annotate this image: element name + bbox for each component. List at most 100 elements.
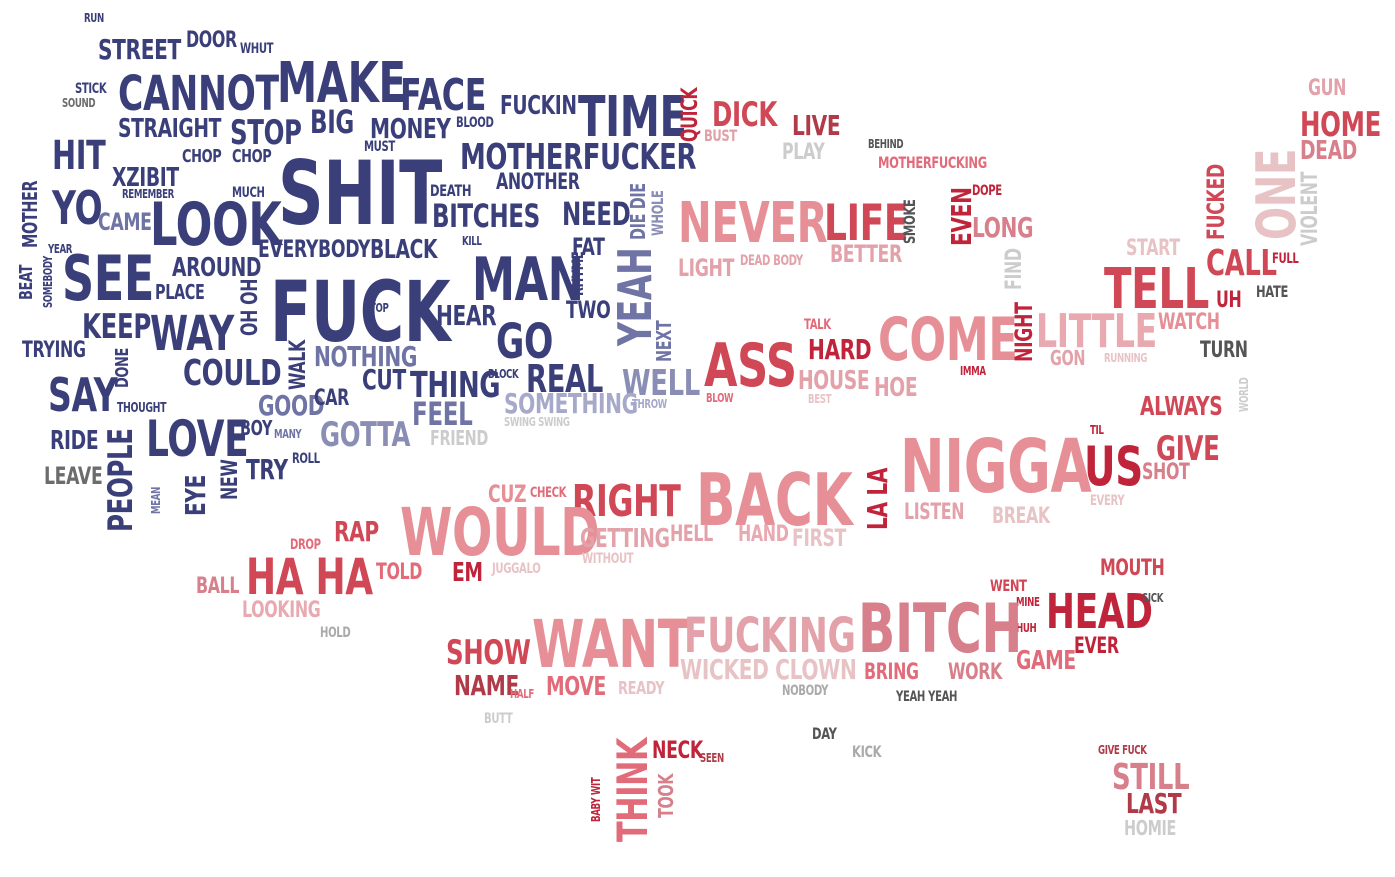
word-call: CALL (1206, 243, 1277, 284)
word-turn: TURN (1200, 338, 1248, 363)
word-real: REAL (526, 357, 603, 401)
word-mother: MOTHER (18, 180, 42, 248)
word-well: WELL (622, 363, 700, 404)
word-house: HOUSE (798, 366, 870, 396)
word-feel: FEEL (412, 395, 473, 433)
word-ball: BALL (196, 574, 240, 599)
word-half: HALF (510, 687, 534, 701)
word-find: FIND (1002, 248, 1027, 290)
word-life: LIFE (824, 194, 909, 252)
word-name: NAME (454, 669, 519, 702)
word-motherfucking: MOTHERFUCKING (878, 153, 987, 172)
word-getting: GETTING (580, 524, 670, 554)
word-seen: SEEN (700, 751, 724, 765)
word-til: TIL (1090, 423, 1104, 437)
word-door: DOOR (186, 28, 237, 53)
word-chop: CHOP (182, 146, 222, 167)
word-try: TRY (246, 453, 288, 486)
word-check: CHECK (530, 485, 567, 501)
word-whut: WHUT (240, 41, 274, 57)
word-new: NEW (218, 459, 243, 500)
word-em: EM (452, 558, 483, 588)
word-blood: BLOOD (456, 115, 494, 131)
word-swing-swing: SWING SWING (504, 415, 570, 429)
word-listen: LISTEN (904, 500, 965, 525)
word-another: ANOTHER (496, 170, 580, 195)
word-sick: SICK (1142, 591, 1164, 605)
word-last: LAST (1126, 787, 1182, 820)
word-nobody: NOBODY (782, 683, 829, 699)
word-hell: HELL (670, 522, 713, 547)
word-wicked-clown: WICKED CLOWN (680, 653, 857, 686)
word-baby-wit: BABY WIT (589, 777, 603, 822)
word-went: WENT (990, 576, 1027, 595)
word-want: WANT (532, 606, 690, 683)
word-smoke: SMOKE (900, 199, 919, 244)
word-dead-body: DEAD BODY (740, 253, 803, 269)
word-walk: WALK (286, 340, 311, 390)
word-love: LOVE (146, 410, 249, 468)
word-watch: WATCH (1158, 310, 1220, 335)
word-hand: HAND (738, 522, 789, 547)
word-bring: BRING (864, 660, 919, 685)
word-better: BETTER (830, 240, 902, 268)
word-black: BLACK (370, 235, 438, 265)
word-give: GIVE (1156, 429, 1220, 469)
word-think: THINK (608, 737, 657, 842)
word-la-la: LA LA (861, 467, 894, 530)
word-gon: GON (1050, 346, 1086, 370)
word-ass: ASS (704, 331, 797, 401)
word-long: LONG (972, 211, 1034, 244)
word-quick: QUICK (678, 87, 703, 142)
word-drop: DROP (290, 537, 321, 553)
word-next: NEXT (652, 320, 676, 362)
word-violent: VIOLENT (1298, 171, 1323, 246)
word-break: BREAK (992, 504, 1050, 529)
word-go: GO (496, 314, 554, 370)
word-running: RUNNING (1104, 351, 1148, 365)
word-many: MANY (274, 427, 302, 441)
word-mean: MEAN (149, 487, 163, 514)
word-look: LOOK (150, 190, 282, 260)
word-bust: BUST (704, 126, 737, 145)
word-best: BEST (808, 392, 832, 406)
word-ready: READY (618, 678, 665, 699)
word-face: FACE (400, 70, 486, 121)
word-cuz: CUZ (488, 480, 527, 508)
word-something: SOMETHING (504, 387, 638, 420)
word-butt: BUTT (484, 711, 513, 727)
word-head: HEAD (1046, 584, 1153, 640)
word-start: START (1126, 236, 1180, 261)
word-make: MAKE (277, 51, 406, 116)
word-keep: KEEP (82, 307, 151, 347)
word-good: GOOD (258, 389, 325, 422)
word-death: DEATH (430, 181, 472, 200)
word-two: TWO (566, 296, 611, 324)
word-mouth: MOUTH (1100, 556, 1165, 581)
word-still: STILL (1112, 757, 1190, 798)
word-beat: BEAT (16, 264, 37, 300)
word-hard: HARD (808, 333, 872, 366)
word-world: WORLD (1237, 377, 1251, 412)
word-night: NIGHT (1010, 302, 1038, 362)
word-see: SEE (62, 242, 155, 315)
word-hold: HOLD (320, 625, 351, 641)
word-without: WITHOUT (582, 551, 634, 567)
word-light: LIGHT (678, 254, 735, 282)
word-everybody: EVERYBODY (258, 235, 371, 263)
word-hear: HEAR (436, 299, 497, 332)
word-cut: CUT (362, 363, 406, 396)
word-much: MUCH (232, 185, 265, 201)
word-give-fuck: GIVE FUCK (1098, 743, 1147, 757)
word-fucking: FUCKING (684, 608, 856, 664)
word-show: SHOW (446, 633, 531, 673)
word-imma: IMMA (960, 364, 986, 378)
word-kick: KICK (852, 742, 882, 761)
word-somebody: SOMEBODY (41, 256, 55, 308)
word-place: PLACE (155, 280, 205, 304)
word-dead: DEAD (1300, 136, 1357, 166)
word-ride: RIDE (50, 426, 99, 456)
word-car: CAR (314, 386, 350, 411)
word-took: TOOK (654, 773, 678, 818)
word-never: NEVER (678, 191, 828, 256)
